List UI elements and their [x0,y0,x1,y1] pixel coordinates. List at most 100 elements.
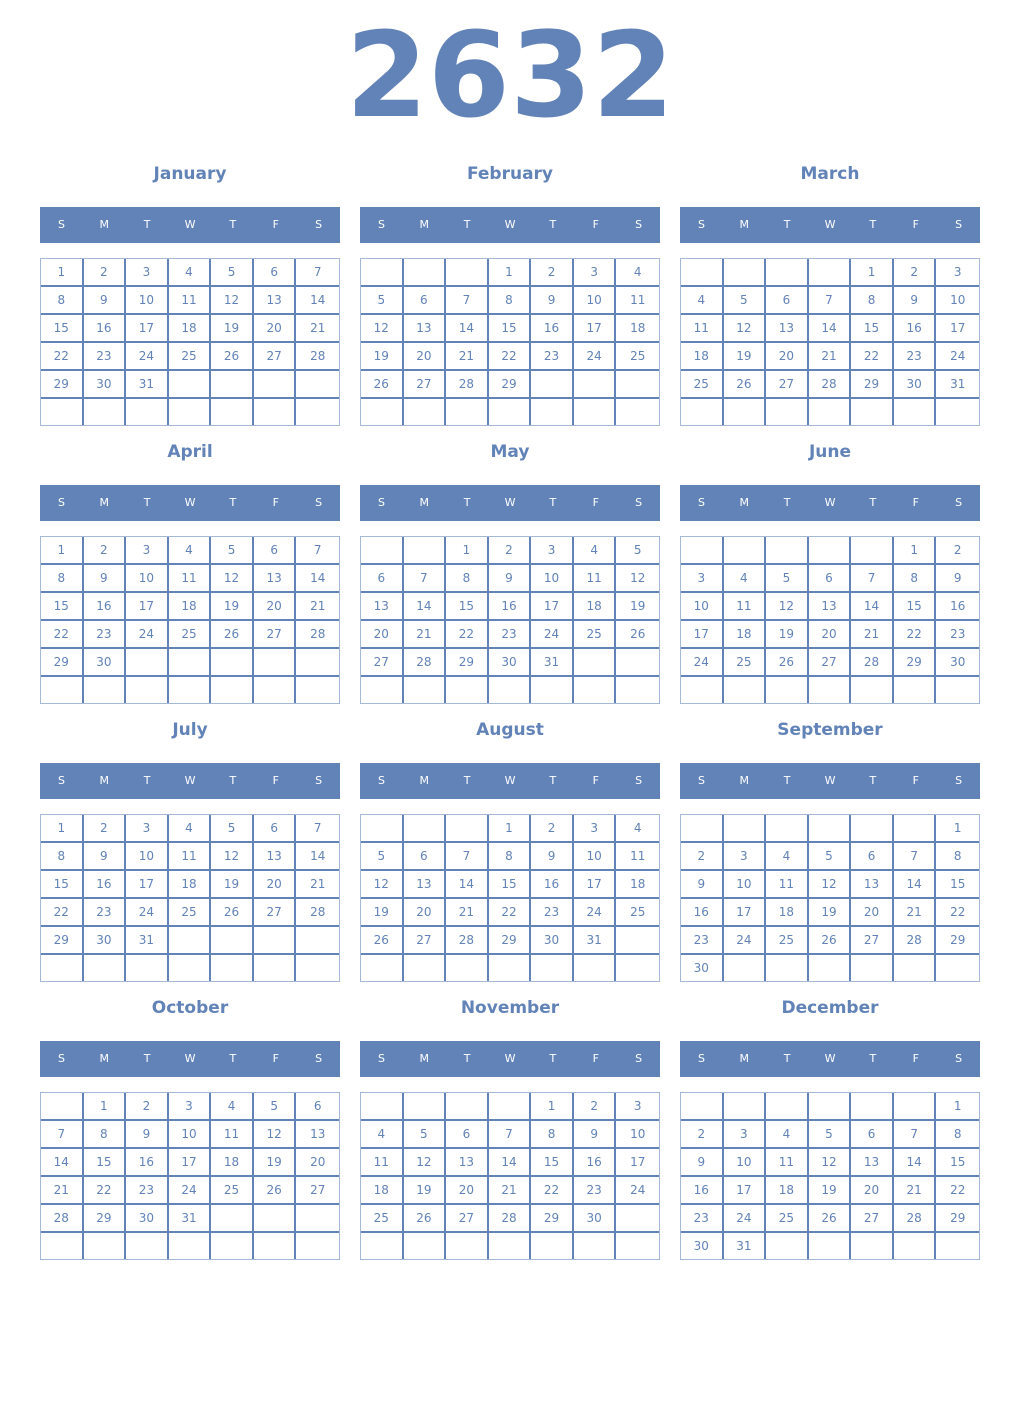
day-cell[interactable]: 22 [488,343,532,371]
day-cell[interactable]: 3 [936,259,979,287]
day-cell[interactable]: 30 [488,649,532,677]
day-cell[interactable]: 17 [723,899,767,927]
day-cell[interactable]: 26 [211,899,254,927]
day-cell[interactable]: 14 [893,871,937,899]
day-cell[interactable]: 17 [936,315,979,343]
day-cell[interactable]: 25 [361,1205,404,1233]
day-cell[interactable]: 1 [851,259,894,287]
day-cell[interactable]: 23 [681,1205,724,1233]
day-cell[interactable]: 5 [808,843,852,871]
day-cell[interactable]: 1 [83,1093,127,1121]
day-cell[interactable]: 22 [446,621,489,649]
day-cell[interactable]: 18 [168,871,212,899]
day-cell[interactable]: 20 [851,1177,894,1205]
day-cell[interactable]: 30 [83,649,127,677]
day-cell[interactable]: 15 [936,1149,979,1177]
day-cell[interactable]: 22 [41,343,84,371]
day-cell[interactable]: 5 [211,815,254,843]
day-cell[interactable]: 16 [83,315,127,343]
day-cell[interactable]: 15 [851,315,894,343]
day-cell[interactable]: 22 [83,1177,127,1205]
day-cell[interactable]: 19 [808,1177,852,1205]
day-cell[interactable]: 30 [83,371,127,399]
day-cell[interactable]: 31 [724,1233,767,1259]
day-cell[interactable]: 18 [723,621,767,649]
day-cell[interactable]: 12 [211,565,254,593]
day-cell[interactable]: 27 [253,899,297,927]
day-cell[interactable]: 30 [681,1233,724,1259]
day-cell[interactable]: 20 [403,343,447,371]
day-cell[interactable]: 8 [83,1121,127,1149]
day-cell[interactable]: 26 [403,1205,447,1233]
day-cell[interactable]: 3 [573,259,617,287]
day-cell[interactable]: 9 [681,871,724,899]
day-cell[interactable]: 12 [361,315,404,343]
day-cell[interactable]: 21 [851,621,894,649]
day-cell[interactable]: 10 [168,1121,212,1149]
day-cell[interactable]: 17 [531,593,574,621]
day-cell[interactable]: 14 [488,1149,532,1177]
day-cell[interactable]: 18 [168,315,212,343]
day-cell[interactable]: 12 [808,871,852,899]
day-cell[interactable]: 9 [83,565,127,593]
day-cell[interactable]: 4 [616,815,659,843]
day-cell[interactable]: 2 [573,1093,617,1121]
day-cell[interactable]: 8 [41,843,84,871]
day-cell[interactable]: 11 [766,871,809,899]
day-cell[interactable]: 30 [681,955,724,981]
day-cell[interactable]: 21 [296,593,339,621]
day-cell[interactable]: 25 [211,1177,254,1205]
day-cell[interactable]: 10 [126,843,169,871]
day-cell[interactable]: 18 [766,899,809,927]
day-cell[interactable]: 15 [936,871,979,899]
day-cell[interactable]: 24 [936,343,979,371]
day-cell[interactable]: 15 [41,593,84,621]
day-cell[interactable]: 9 [936,565,979,593]
day-cell[interactable]: 2 [893,259,937,287]
day-cell[interactable]: 4 [681,287,724,315]
day-cell[interactable]: 28 [403,649,447,677]
day-cell[interactable]: 7 [296,815,339,843]
day-cell[interactable]: 16 [573,1149,617,1177]
day-cell[interactable]: 28 [488,1205,532,1233]
day-cell[interactable]: 29 [851,371,894,399]
day-cell[interactable]: 25 [573,621,617,649]
day-cell[interactable]: 1 [936,1093,979,1121]
day-cell[interactable]: 18 [361,1177,404,1205]
day-cell[interactable]: 23 [488,621,532,649]
day-cell[interactable]: 3 [531,537,574,565]
day-cell[interactable]: 13 [808,593,852,621]
day-cell[interactable]: 5 [766,565,809,593]
day-cell[interactable]: 2 [681,1121,724,1149]
day-cell[interactable]: 3 [126,815,169,843]
day-cell[interactable]: 29 [41,649,84,677]
day-cell[interactable]: 25 [616,343,659,371]
day-cell[interactable]: 14 [808,315,852,343]
day-cell[interactable]: 3 [126,537,169,565]
day-cell[interactable]: 23 [681,927,724,955]
day-cell[interactable]: 17 [168,1149,212,1177]
day-cell[interactable]: 17 [681,621,724,649]
day-cell[interactable]: 13 [403,315,447,343]
day-cell[interactable]: 3 [126,259,169,287]
day-cell[interactable]: 19 [361,899,404,927]
day-cell[interactable]: 2 [488,537,532,565]
day-cell[interactable]: 28 [296,899,339,927]
day-cell[interactable]: 28 [446,371,489,399]
day-cell[interactable]: 5 [361,843,404,871]
day-cell[interactable]: 20 [446,1177,489,1205]
day-cell[interactable]: 14 [296,565,339,593]
day-cell[interactable]: 25 [168,621,212,649]
day-cell[interactable]: 18 [616,315,659,343]
day-cell[interactable]: 4 [766,843,809,871]
day-cell[interactable]: 15 [531,1149,574,1177]
day-cell[interactable]: 2 [83,259,127,287]
day-cell[interactable]: 11 [211,1121,254,1149]
day-cell[interactable]: 25 [766,927,809,955]
day-cell[interactable]: 10 [126,565,169,593]
day-cell[interactable]: 18 [168,593,212,621]
day-cell[interactable]: 21 [41,1177,84,1205]
day-cell[interactable]: 23 [83,899,127,927]
day-cell[interactable]: 11 [681,315,724,343]
day-cell[interactable]: 5 [616,537,659,565]
